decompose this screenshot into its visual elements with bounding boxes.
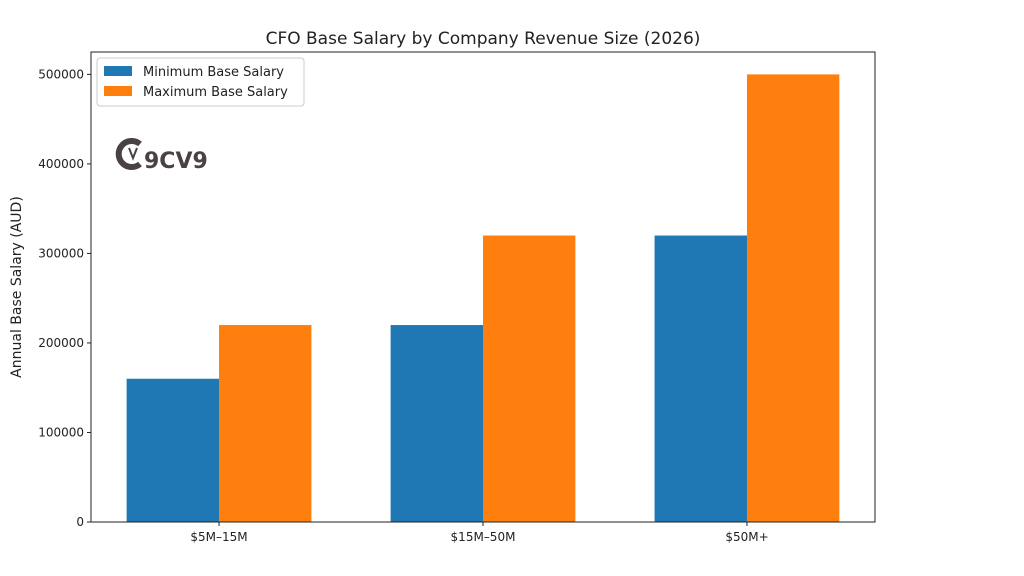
- bar-min-0: [126, 378, 220, 522]
- legend-swatch-min: [104, 66, 132, 76]
- bar-min-1: [390, 325, 483, 522]
- y-tick-label: 200000: [38, 336, 84, 350]
- x-tick-label: $5M–15M: [190, 530, 247, 544]
- legend-label-max: Maximum Base Salary: [143, 85, 288, 100]
- y-tick-label: 0: [76, 515, 84, 529]
- bar-max-0: [219, 325, 312, 522]
- legend: Minimum Base Salary Maximum Base Salary: [96, 57, 305, 107]
- watermark-text: 9CV9: [144, 149, 208, 174]
- watermark-logo: 9CV9: [115, 138, 208, 174]
- chart-title: CFO Base Salary by Company Revenue Size …: [266, 29, 701, 49]
- y-tick-label: 300000: [38, 246, 84, 260]
- bar-max-1: [483, 235, 576, 522]
- bar-min-2: [654, 235, 747, 522]
- bar-max-2: [746, 74, 840, 522]
- y-tick-label: 100000: [38, 425, 84, 439]
- legend-swatch-max: [104, 86, 132, 96]
- x-tick-label: $50M+: [725, 530, 768, 544]
- legend-label-min: Minimum Base Salary: [143, 65, 284, 80]
- y-tick-label: 500000: [38, 67, 84, 81]
- y-axis-label: Annual Base Salary (AUD): [9, 196, 25, 378]
- y-tick-label: 400000: [38, 157, 84, 171]
- x-tick-label: $15M–50M: [451, 530, 516, 544]
